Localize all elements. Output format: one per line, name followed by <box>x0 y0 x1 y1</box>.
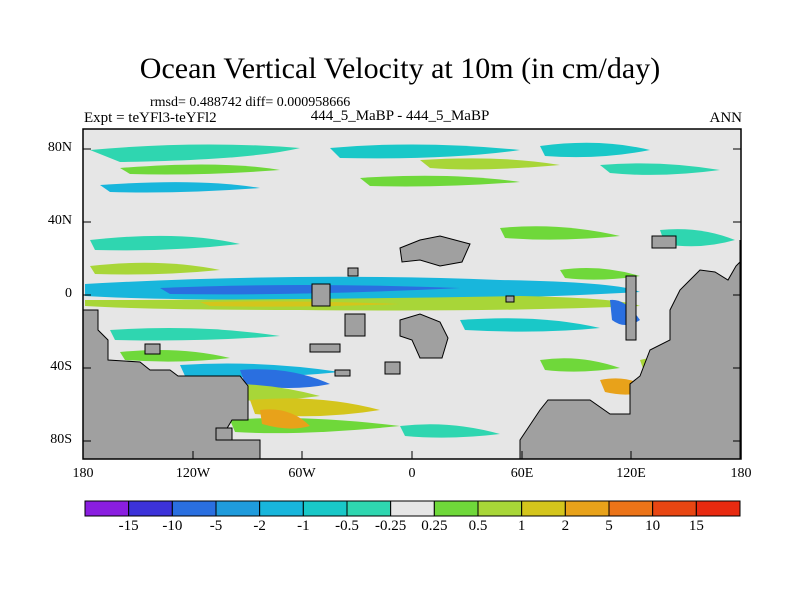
case-label: 444_5_MaBP - 444_5_MaBP <box>310 108 490 124</box>
y-tick-label: 80S <box>50 432 72 447</box>
x-tick-label: 180 <box>72 466 94 481</box>
land-masses <box>82 235 741 460</box>
colorbar-swatch <box>433 500 479 517</box>
plot-title: Ocean Vertical Velocity at 10m (in cm/da… <box>139 52 661 85</box>
colorbar-swatch <box>171 500 217 517</box>
colorbar-label: -2 <box>253 518 266 534</box>
colorbar-swatch <box>477 500 523 517</box>
x-tick-label: 120E <box>616 466 646 481</box>
y-tick-label: 80N <box>47 140 72 155</box>
colorbar-label: 1 <box>517 518 526 534</box>
velocity-field <box>85 142 735 438</box>
colorbar-swatch <box>695 500 741 517</box>
colorbar-swatch <box>390 500 435 517</box>
colorbar-swatch <box>652 500 697 517</box>
stats-label: rmsd= 0.488742 diff= 0.000958666 <box>150 95 351 110</box>
colorbar-label: 15 <box>688 518 704 534</box>
colorbar-swatch <box>521 500 566 517</box>
colorbar-swatch <box>608 500 654 517</box>
colorbar-swatch <box>128 500 173 517</box>
colorbar-swatch <box>564 500 610 517</box>
x-tick-label: 60E <box>510 466 534 481</box>
colorbar-label: 5 <box>605 518 613 534</box>
colorbar-swatch <box>302 500 348 517</box>
y-ticks <box>83 148 741 442</box>
colorbar-label: 0.25 <box>421 518 448 534</box>
colorbar-label: -1 <box>297 518 310 534</box>
experiment-label: Expt = teYFl3-teYFl2 <box>84 110 217 126</box>
colorbar-label: 2 <box>561 518 570 534</box>
colorbar-label: 10 <box>645 518 661 534</box>
colorbar-label: -5 <box>209 518 223 534</box>
colorbar-label: -0.25 <box>375 518 407 534</box>
colorbar-swatch <box>346 500 392 517</box>
colorbar-label: -10 <box>162 518 183 534</box>
y-tick-label: 40S <box>50 359 72 374</box>
colorbar-swatch <box>259 500 304 517</box>
colorbar-label: -0.5 <box>335 518 359 534</box>
y-tick-label: 40N <box>47 213 72 228</box>
colorbar-swatch <box>215 500 261 517</box>
colorbar-label: 0.5 <box>468 518 488 534</box>
x-tick-label: 60W <box>288 466 316 481</box>
season-label: ANN <box>709 110 743 126</box>
x-ticks <box>82 451 742 459</box>
colorbar-label: -15 <box>118 518 139 534</box>
x-tick-label: 0 <box>408 466 416 481</box>
colorbar-swatch <box>84 500 130 517</box>
y-tick-label: 0 <box>65 286 72 301</box>
x-tick-label: 180 <box>730 466 752 481</box>
x-tick-label: 120W <box>175 466 211 481</box>
